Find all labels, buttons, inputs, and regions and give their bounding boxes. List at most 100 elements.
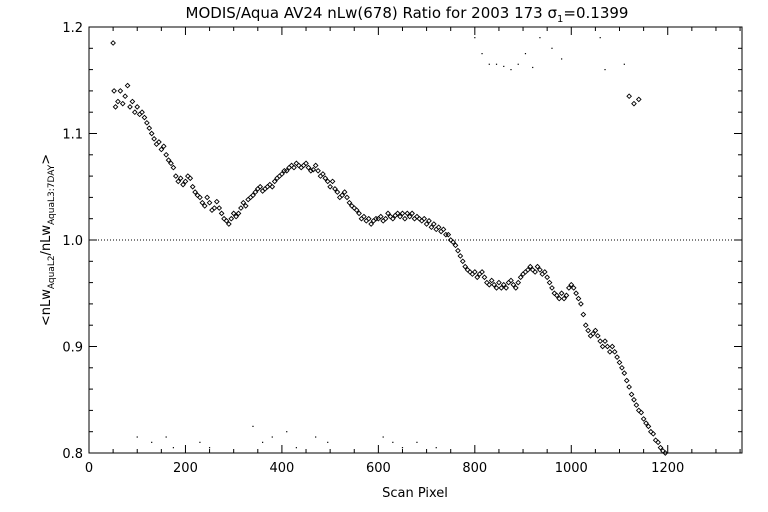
- data-point: [496, 279, 502, 286]
- data-point: [397, 213, 403, 220]
- outlier-point: [561, 58, 563, 60]
- data-point: [218, 210, 225, 217]
- data-point: [199, 199, 206, 206]
- data-point: [339, 192, 346, 199]
- outlier-point: [416, 441, 418, 443]
- data-point: [527, 263, 534, 270]
- data-point: [510, 281, 517, 288]
- outlier-point: [503, 65, 505, 68]
- data-point: [385, 210, 391, 217]
- data-point: [534, 263, 541, 270]
- data-point: [435, 224, 442, 231]
- data-point: [580, 311, 587, 318]
- data-point: [144, 120, 150, 126]
- data-point: [170, 164, 177, 171]
- data-point: [332, 186, 338, 192]
- data-point: [404, 210, 411, 217]
- x-tick-label: 600: [366, 461, 391, 476]
- outlier-point: [474, 37, 476, 39]
- data-point: [493, 285, 500, 291]
- outlier-point: [315, 436, 317, 438]
- data-point: [110, 40, 116, 46]
- data-point: [127, 104, 133, 110]
- data-point: [421, 215, 428, 222]
- data-point: [223, 217, 230, 224]
- x-tick-label: 1000: [555, 461, 588, 476]
- outlier-point: [295, 447, 297, 449]
- data-point: [428, 224, 435, 231]
- data-point: [365, 215, 372, 222]
- y-tick-label: 1.2: [62, 21, 83, 36]
- data-point: [192, 189, 198, 195]
- data-point: [592, 327, 599, 334]
- outlier-point: [286, 431, 288, 433]
- data-point: [221, 215, 227, 222]
- data-point: [416, 215, 423, 222]
- data-point: [271, 178, 278, 185]
- data-point: [423, 221, 430, 227]
- outlier-point: [392, 441, 394, 443]
- data-point: [582, 322, 589, 329]
- data-point: [112, 104, 119, 110]
- data-point: [168, 160, 174, 167]
- data-point: [322, 175, 329, 182]
- data-point: [122, 93, 129, 100]
- data-point: [566, 285, 572, 291]
- data-point: [503, 285, 510, 291]
- data-point: [163, 151, 170, 158]
- data-point: [563, 292, 570, 299]
- data-point: [213, 198, 220, 205]
- data-point: [317, 173, 324, 179]
- data-point: [455, 247, 461, 254]
- data-point: [247, 194, 254, 201]
- data-point: [197, 194, 203, 201]
- data-point: [467, 269, 473, 275]
- data-point: [623, 377, 630, 384]
- data-point: [433, 226, 440, 233]
- data-point: [418, 217, 425, 224]
- data-points: [110, 37, 669, 456]
- outlier-point: [151, 441, 153, 443]
- x-axis: 0 200 400 600 800 1000 1200: [85, 27, 741, 476]
- data-point: [382, 215, 389, 222]
- data-point: [180, 181, 186, 188]
- data-point: [111, 88, 117, 94]
- data-point: [657, 444, 664, 451]
- outlier-point: [551, 47, 553, 49]
- data-point: [587, 333, 594, 339]
- data-point: [549, 285, 555, 291]
- data-point: [242, 203, 249, 209]
- data-point: [315, 167, 321, 174]
- outlier-point: [599, 37, 601, 39]
- y-tick-label: 1.0: [62, 234, 83, 249]
- y-axis-label-b-sub: AquaL3:7DAY: [47, 164, 57, 225]
- data-point: [515, 279, 522, 286]
- data-point: [117, 88, 124, 94]
- data-point: [561, 295, 567, 302]
- data-point: [380, 217, 387, 224]
- data-point: [517, 274, 524, 281]
- data-point: [614, 354, 620, 360]
- data-point: [631, 100, 637, 107]
- data-point: [240, 199, 247, 206]
- data-point: [626, 384, 632, 390]
- data-point: [394, 210, 401, 217]
- data-point: [619, 364, 625, 371]
- data-point: [626, 93, 632, 100]
- data-point: [344, 194, 350, 201]
- data-point: [259, 188, 266, 194]
- outlier-point: [199, 441, 201, 443]
- data-point: [411, 215, 418, 222]
- data-point: [575, 295, 582, 302]
- data-point: [204, 194, 210, 201]
- data-point: [175, 178, 182, 185]
- data-point: [226, 221, 232, 227]
- data-point: [479, 269, 485, 275]
- data-point: [298, 164, 305, 171]
- data-point: [334, 189, 341, 195]
- data-point: [363, 217, 370, 224]
- data-point: [368, 221, 374, 227]
- data-point: [209, 207, 215, 214]
- chart-title-main: MODIS/Aqua AV24 nLw(678) Ratio for 2003 …: [186, 4, 558, 22]
